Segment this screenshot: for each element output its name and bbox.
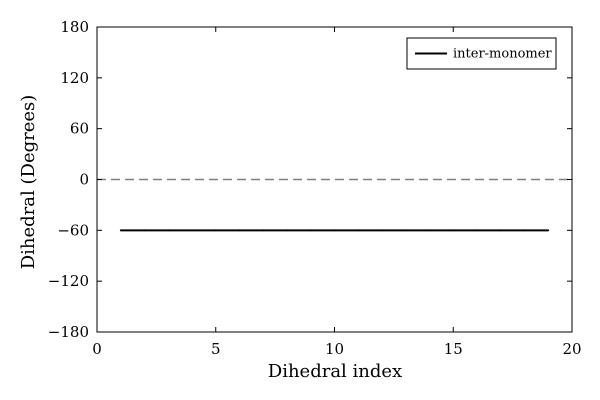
data-point-0-8 <box>309 229 312 232</box>
data-point-0-10 <box>357 229 360 232</box>
data-point-0-18 <box>547 229 550 232</box>
data-point-0-2 <box>167 229 170 232</box>
plot-area <box>97 178 572 232</box>
legend: inter-monomer <box>406 37 557 70</box>
data-point-0-5 <box>238 229 241 232</box>
data-point-0-6 <box>262 229 265 232</box>
data-point-0-14 <box>452 229 455 232</box>
data-point-0-11 <box>381 229 383 232</box>
y-tick-label: 0 <box>79 171 89 189</box>
data-point-0-13 <box>428 229 431 232</box>
y-tick-label: 60 <box>70 120 89 138</box>
y-tick-label: −60 <box>57 221 89 239</box>
data-point-0-3 <box>191 229 193 232</box>
data-point-0-0 <box>119 229 122 232</box>
x-tick-label: 10 <box>325 340 344 358</box>
y-tick-label: −120 <box>48 272 89 290</box>
x-axis-title: Dihedral index <box>268 361 402 382</box>
legend-label: inter-monomer <box>453 47 552 62</box>
y-tick-label: 120 <box>60 69 89 87</box>
axes: 0 5 10 15 20 −180 −120 −60 0 60 120 180 <box>48 18 582 358</box>
data-point-0-1 <box>143 229 146 232</box>
x-tick-label: 15 <box>444 340 463 358</box>
x-tick-label: 5 <box>211 340 221 358</box>
data-point-0-4 <box>214 229 217 232</box>
data-point-0-12 <box>404 229 407 232</box>
data-point-0-7 <box>286 229 288 232</box>
y-axis-title: Dihedral (Degrees) <box>18 95 39 270</box>
data-point-0-16 <box>499 229 502 232</box>
y-tick-label: 180 <box>60 18 89 36</box>
data-point-0-15 <box>476 229 478 232</box>
y-tick-label: −180 <box>48 323 89 341</box>
x-tick-label: 0 <box>92 340 102 358</box>
x-tick-label: 20 <box>562 340 581 358</box>
data-point-0-17 <box>523 229 526 232</box>
data-point-0-9 <box>333 229 336 232</box>
